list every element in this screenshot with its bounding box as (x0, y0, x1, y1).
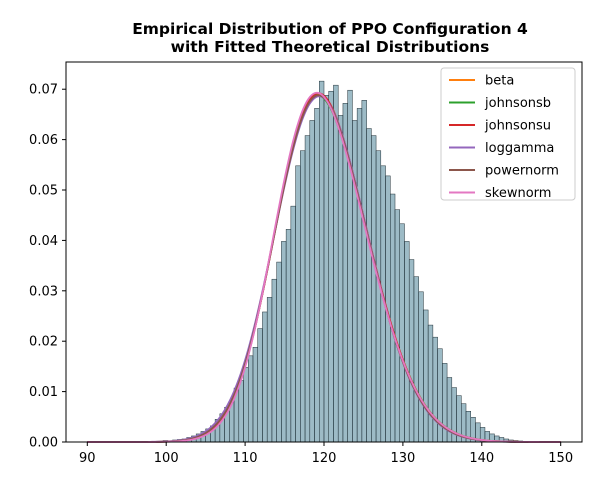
y-tick-label: 0.03 (29, 284, 58, 299)
x-tick-label: 150 (548, 451, 573, 466)
histogram-bar (319, 80, 325, 443)
histogram-bar (418, 291, 424, 443)
histogram-bar (347, 89, 353, 443)
histogram-bars (87, 80, 533, 443)
legend: beta johnsonsb johnsonsu loggamma powernorm s… (440, 67, 576, 201)
y-tick-label: 0.01 (29, 385, 58, 400)
histogram-bar (427, 324, 434, 443)
histogram-bar (437, 348, 443, 443)
histogram-bar (290, 205, 296, 443)
legend-label-powernorm: powernorm (485, 164, 559, 179)
y-tick-label: 0.06 (29, 133, 58, 148)
histogram-bar (300, 150, 306, 443)
y-tick-label: 0.00 (29, 436, 58, 451)
x-tick-label: 140 (469, 451, 494, 466)
histogram-bar (413, 276, 419, 443)
histogram-bar (262, 311, 268, 443)
histogram-bar (366, 128, 372, 443)
histogram-bar (333, 84, 339, 443)
histogram-bar (323, 95, 329, 443)
histogram-bar (337, 115, 344, 443)
y-tick-label: 0.04 (29, 234, 58, 249)
histogram-bar (309, 120, 315, 443)
histogram-bar (361, 100, 367, 443)
legend-label-loggamma: loggamma (485, 141, 554, 156)
histogram-bar (423, 309, 429, 443)
histogram-bar (271, 278, 277, 443)
histogram-bar (314, 108, 320, 443)
histogram-bar (390, 193, 396, 443)
histogram-bar (356, 108, 363, 443)
x-tick-label: 130 (390, 451, 415, 466)
histogram-bar (404, 241, 410, 443)
histogram-bar (285, 229, 292, 443)
legend-label-beta: beta (485, 74, 514, 89)
histogram-bar (304, 135, 311, 443)
histogram-bar (352, 120, 358, 443)
y-tick-label: 0.05 (29, 184, 58, 199)
y-tick-label: 0.02 (29, 335, 58, 350)
y-tick-label: 0.07 (29, 83, 58, 98)
x-tick-label: 110 (233, 451, 258, 466)
chart-title-line-2: with Fitted Theoretical Distributions (171, 38, 490, 56)
histogram-bar (408, 259, 415, 443)
legend-label-skewnorm: skewnorm (485, 186, 551, 201)
histogram-bar (243, 367, 249, 443)
chart-title-line-1: Empirical Distribution of PPO Configurat… (132, 20, 528, 38)
histogram-bar (266, 297, 273, 443)
histogram-bar (257, 328, 263, 443)
histogram-bar (375, 150, 382, 443)
legend-label-johnsonsu: johnsonsu (484, 119, 551, 134)
histogram-bar (371, 135, 377, 443)
x-tick-label: 100 (154, 451, 179, 466)
histogram-bar (252, 347, 258, 443)
axes: 90 100 110 120 130 140 150 0.00 0.01 0.02 0.03 0.04… (29, 61, 583, 466)
chart-title: Empirical Distribution of PPO Configurat… (132, 20, 528, 56)
legend-label-johnsonsb: johnsonsb (484, 96, 551, 111)
histogram-bar (432, 336, 438, 443)
x-tick-label: 120 (312, 451, 337, 466)
legend-box (440, 67, 576, 201)
histogram-bar (248, 355, 254, 443)
histogram-bar (295, 165, 301, 443)
histogram-bar (281, 241, 287, 443)
x-tick-label: 90 (79, 451, 96, 466)
histogram-bar (276, 261, 282, 443)
histogram-bar (399, 223, 405, 443)
histogram-bar (394, 209, 400, 443)
histogram-bar (238, 380, 244, 443)
histogram-bar (328, 90, 334, 443)
